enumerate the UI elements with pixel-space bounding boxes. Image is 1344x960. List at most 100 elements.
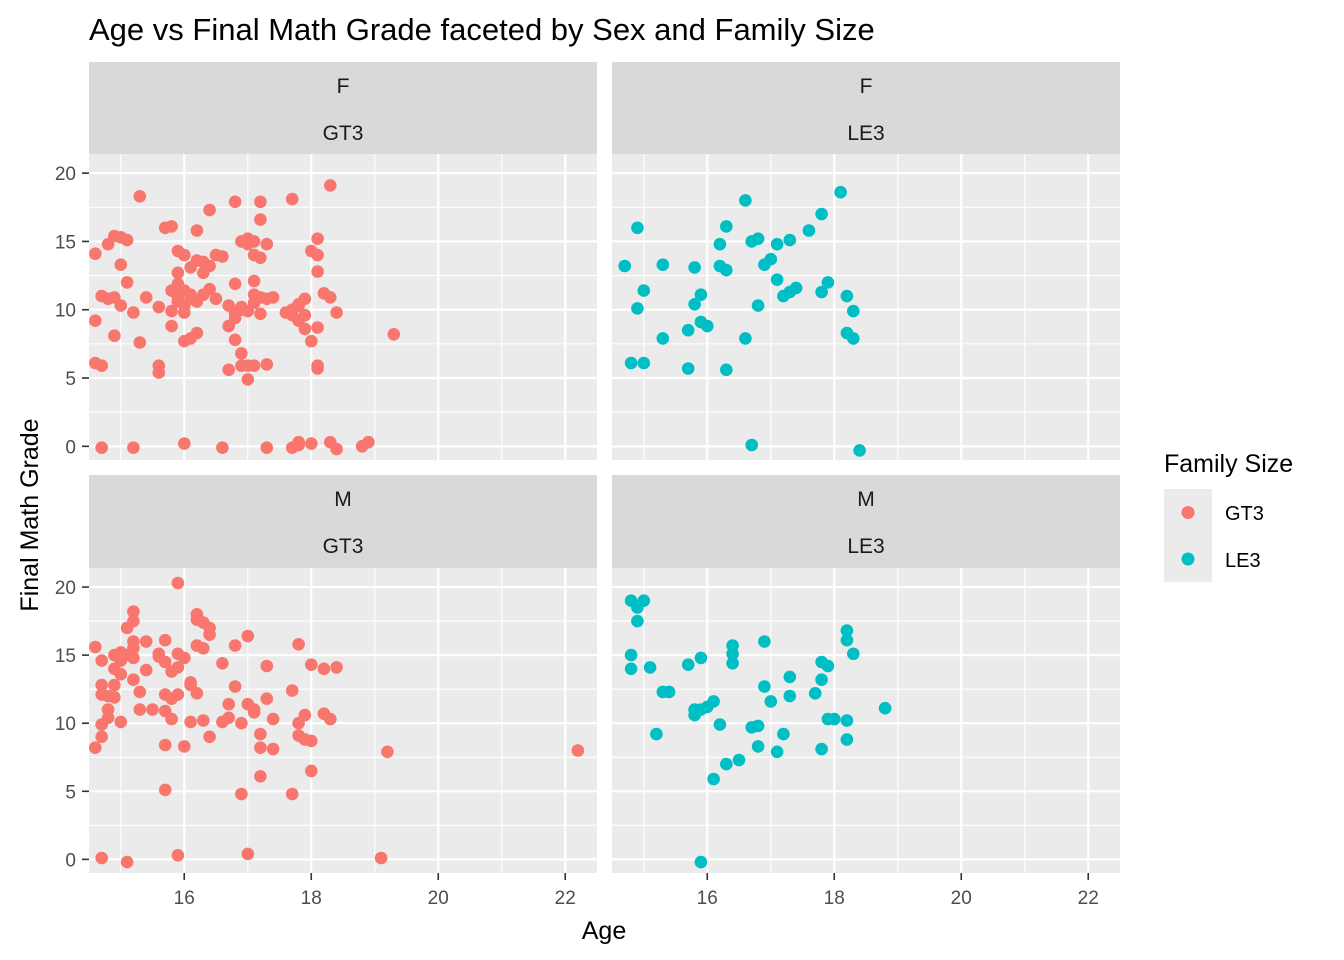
data-point-f-gt3	[197, 288, 210, 302]
y-tick-label: 0	[65, 437, 76, 458]
data-point-m-gt3	[285, 787, 299, 801]
strip-label-famsize: GT3	[323, 535, 364, 558]
data-point-f-le3	[656, 332, 670, 345]
data-point-f-gt3	[324, 179, 337, 192]
data-point-f-gt3	[387, 328, 401, 341]
strip-label-sex: M	[334, 488, 352, 511]
data-point-f-gt3	[311, 232, 324, 245]
x-tick-label: 16	[697, 888, 718, 909]
data-point-f-gt3	[108, 229, 121, 243]
data-point-f-gt3	[298, 308, 312, 322]
legend: Family Size GT3 LE3	[1164, 450, 1293, 582]
data-point-m-le3	[840, 633, 854, 647]
data-point-f-le3	[770, 237, 784, 251]
data-point-f-le3	[815, 207, 828, 221]
data-point-m-le3	[840, 733, 854, 746]
panel-m-le3	[612, 568, 1120, 873]
y-tick-label: 15	[55, 646, 76, 667]
data-point-f-gt3	[120, 276, 134, 289]
data-point-f-gt3	[152, 366, 166, 379]
data-point-f-gt3	[178, 437, 191, 450]
data-point-f-gt3	[209, 292, 223, 306]
data-point-m-le3	[713, 718, 727, 731]
data-point-f-gt3	[247, 274, 261, 288]
data-point-f-gt3	[260, 441, 274, 455]
data-point-f-gt3	[254, 213, 267, 226]
data-point-f-gt3	[114, 258, 128, 272]
data-point-m-gt3	[298, 708, 312, 722]
data-point-m-gt3	[146, 703, 159, 716]
x-tick-label: 18	[301, 888, 322, 909]
data-point-f-gt3	[311, 248, 324, 262]
data-point-m-le3	[777, 727, 790, 741]
data-point-m-le3	[808, 687, 822, 700]
data-point-f-le3	[656, 258, 670, 272]
data-point-f-le3	[720, 363, 733, 377]
data-point-m-le3	[828, 712, 841, 726]
data-point-m-le3	[878, 701, 892, 715]
data-point-f-gt3	[254, 195, 267, 209]
data-point-f-le3	[618, 259, 631, 273]
data-point-m-le3	[726, 657, 739, 670]
data-point-m-gt3	[235, 787, 248, 801]
data-point-f-le3	[840, 289, 854, 303]
data-point-f-gt3	[165, 304, 178, 318]
data-point-f-gt3	[190, 326, 204, 340]
strip-f-le3	[612, 62, 1120, 154]
data-point-f-gt3	[133, 336, 147, 349]
data-point-f-le3	[720, 220, 733, 233]
data-point-m-le3	[694, 651, 708, 665]
data-point-f-gt3	[241, 373, 255, 386]
data-point-f-le3	[739, 194, 752, 207]
data-point-m-gt3	[158, 633, 172, 647]
data-point-f-gt3	[228, 277, 242, 291]
data-point-m-le3	[783, 670, 797, 684]
data-point-m-gt3	[133, 685, 147, 699]
data-point-f-le3	[770, 273, 784, 287]
data-point-m-le3	[847, 647, 860, 661]
data-point-m-gt3	[571, 744, 585, 757]
data-point-m-gt3	[260, 659, 274, 673]
x-axis-title: Age	[582, 917, 626, 945]
y-tick-label: 20	[55, 164, 76, 185]
data-point-m-le3	[764, 695, 778, 708]
legend-label-le3: LE3	[1225, 550, 1261, 572]
data-point-m-le3	[840, 714, 854, 727]
data-point-m-le3	[783, 689, 797, 703]
strip-label-famsize: LE3	[847, 535, 884, 558]
data-point-m-gt3	[197, 642, 210, 655]
legend-title: Family Size	[1164, 450, 1293, 478]
data-point-f-gt3	[330, 442, 343, 456]
x-tick-label: 20	[428, 888, 449, 909]
data-point-f-gt3	[260, 237, 274, 251]
data-point-m-gt3	[222, 711, 235, 725]
panel-m-gt3	[89, 568, 597, 873]
data-point-m-le3	[815, 673, 828, 686]
data-point-m-gt3	[197, 714, 210, 727]
data-point-f-le3	[751, 232, 765, 245]
data-point-f-gt3	[247, 296, 261, 310]
legend-swatch-le3	[1181, 552, 1195, 566]
data-point-m-gt3	[266, 712, 280, 726]
data-point-m-le3	[643, 661, 657, 674]
data-point-f-gt3	[216, 250, 229, 263]
data-point-m-gt3	[158, 655, 172, 669]
data-point-f-gt3	[127, 441, 140, 455]
data-point-m-gt3	[305, 734, 318, 748]
data-point-m-gt3	[95, 678, 108, 692]
data-point-f-le3	[802, 224, 816, 237]
data-point-m-gt3	[228, 639, 242, 652]
data-point-f-le3	[631, 302, 644, 315]
data-point-f-gt3	[89, 314, 102, 328]
x-tick-label: 22	[1078, 888, 1099, 909]
panel-f-le3	[612, 154, 1120, 460]
data-point-f-le3	[783, 233, 797, 247]
data-point-m-gt3	[158, 783, 172, 797]
data-point-m-gt3	[158, 738, 172, 752]
data-point-m-le3	[821, 659, 835, 673]
data-point-f-gt3	[95, 441, 108, 455]
data-point-f-le3	[681, 323, 695, 337]
y-tick-label: 10	[55, 714, 76, 735]
data-point-m-gt3	[235, 716, 248, 730]
data-point-f-gt3	[228, 333, 242, 347]
